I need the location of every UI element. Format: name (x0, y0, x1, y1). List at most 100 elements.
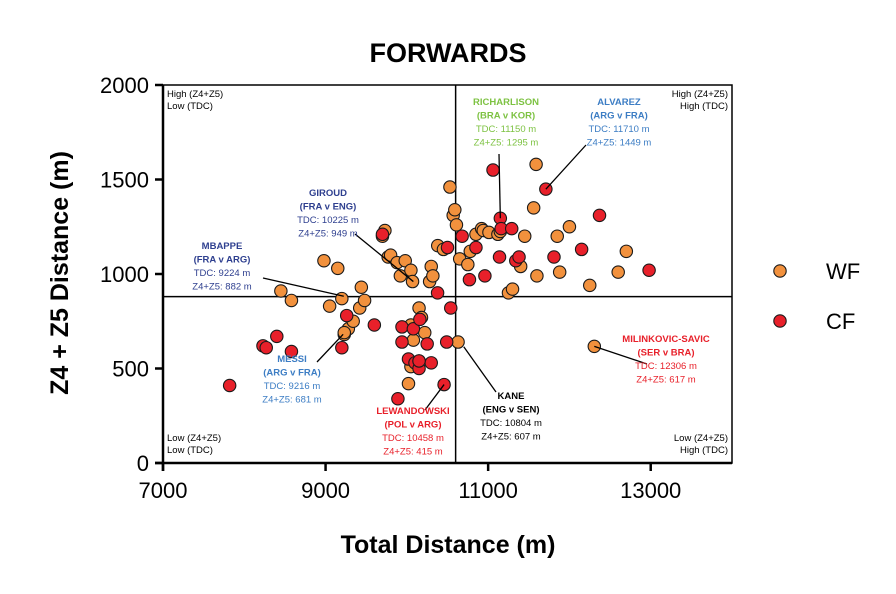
data-point-cf (430, 286, 445, 300)
data-point-cf (440, 240, 455, 255)
annotation-mbappe: (FRA v ARG) (194, 255, 251, 266)
annotation-richarlison: TDC: 11150 m (476, 124, 536, 135)
y-tick-label: 500 (112, 357, 149, 382)
legend: WF CF (773, 259, 860, 334)
data-point-wf (284, 293, 299, 308)
annotation-lewandowski: LEWANDOWSKI (376, 406, 449, 417)
annotation-alvarez: (ARG v FRA) (590, 111, 648, 122)
data-point-cf (592, 208, 607, 223)
data-point-wf (322, 299, 337, 313)
data-point-cf (512, 250, 526, 264)
data-point-wf (401, 376, 416, 391)
y-tick-label: 1500 (100, 168, 149, 193)
data-point-cf (574, 242, 589, 257)
chart-title: FORWARDS (369, 38, 526, 68)
y-tick-label: 0 (137, 451, 149, 476)
legend-label-cf: CF (826, 309, 855, 334)
data-point-cf (367, 318, 382, 332)
corner-label-bottom-left: Low (TDC) (167, 445, 213, 456)
annotation-giroud: (FRA v ENG) (300, 202, 357, 213)
annotation-messi: MESSI (277, 354, 307, 365)
data-point-cf (455, 229, 469, 243)
x-axis-title: Total Distance (m) (341, 531, 556, 559)
data-point-cf (259, 340, 273, 355)
annotation-mbappe: TDC: 9224 m (194, 268, 251, 279)
y-tick-label: 1000 (100, 262, 149, 287)
data-point-cf (424, 356, 438, 370)
annotation-giroud: GIROUD (309, 188, 347, 199)
data-point-cf (444, 301, 458, 315)
corner-label-top-right: High (Z4+Z5) (672, 89, 728, 100)
data-point-wf (426, 269, 440, 283)
annotation-richarlison: RICHARLISON (473, 97, 539, 108)
data-point-cf (439, 335, 454, 349)
data-point-wf (582, 278, 597, 293)
data-point-cf (270, 329, 284, 344)
data-point-cf (420, 337, 434, 351)
legend-marker-cf (773, 314, 787, 328)
data-point-cf (413, 312, 427, 327)
corner-label-bottom-right: High (TDC) (680, 445, 728, 456)
legend-label-wf: WF (826, 259, 860, 284)
annotation-kane: Z4+Z5: 607 m (481, 432, 540, 443)
data-point-wf (357, 293, 372, 308)
data-point-wf (550, 229, 564, 243)
data-point-wf (562, 220, 577, 234)
data-point-cf (391, 391, 405, 406)
data-point-wf (552, 265, 567, 279)
data-point-wf (517, 229, 532, 243)
annotation-milinkovic-savic: (SER v BRA) (637, 348, 694, 359)
corner-label-bottom-left: Low (Z4+Z5) (167, 433, 221, 444)
data-point-cf (375, 227, 390, 242)
leader-line-messi (316, 333, 344, 363)
data-point-cf (642, 263, 656, 277)
data-point-cf (486, 163, 500, 177)
x-tick-label: 13000 (620, 478, 681, 503)
annotation-messi: TDC: 9216 m (264, 381, 321, 392)
data-point-cf (222, 378, 237, 393)
data-point-cf (412, 354, 426, 368)
data-point-wf (443, 180, 457, 194)
data-point-wf (406, 333, 421, 347)
annotation-mbappe: Z4+Z5: 882 m (192, 282, 251, 293)
data-point-cf (478, 269, 492, 283)
data-point-wf (331, 261, 345, 276)
annotation-messi: (ARG v FRA) (263, 368, 321, 379)
annotation-alvarez: Z4+Z5: 1449 m (587, 138, 652, 149)
data-point-cf (395, 320, 409, 334)
annotation-giroud: Z4+Z5: 949 m (298, 229, 357, 240)
data-point-wf (274, 284, 288, 298)
annotation-richarlison: Z4+Z5: 1295 m (474, 138, 539, 149)
annotation-lewandowski: Z4+Z5: 415 m (383, 447, 442, 458)
data-point-wf (587, 339, 602, 354)
leader-line-mbappe (262, 277, 344, 297)
data-point-wf (619, 244, 634, 259)
data-point-cf (395, 335, 409, 349)
annotation-messi: Z4+Z5: 681 m (262, 395, 321, 406)
data-point-wf (529, 157, 543, 172)
data-point-wf (505, 282, 520, 296)
leader-line-giroud (354, 233, 414, 283)
legend-marker-wf (773, 264, 787, 278)
annotation-richarlison: (BRA v KOR) (477, 111, 535, 122)
data-point-cf (547, 250, 561, 264)
data-point-cf (335, 340, 349, 355)
corner-label-top-left: High (Z4+Z5) (167, 89, 223, 100)
data-point-cf (462, 272, 477, 287)
y-axis-title: Z4 + Z5 Distance (m) (46, 151, 74, 395)
data-point-cf (504, 221, 519, 236)
corner-label-bottom-right: Low (Z4+Z5) (674, 433, 728, 444)
annotation-kane: (ENG v SEN) (482, 405, 539, 416)
annotation-kane: KANE (498, 391, 525, 402)
annotation-milinkovic-savic: MILINKOVIC-SAVIC (622, 334, 710, 345)
leader-line-richarlison (498, 153, 501, 219)
data-point-cf (284, 344, 299, 359)
data-point-wf (611, 265, 625, 279)
leader-line-alvarez (545, 144, 587, 190)
x-tick-label: 9000 (301, 478, 350, 503)
annotation-mbappe: MBAPPE (202, 241, 243, 252)
corner-label-top-right: High (TDC) (680, 101, 728, 112)
data-point-wf (449, 218, 464, 232)
data-point-wf (448, 202, 462, 217)
